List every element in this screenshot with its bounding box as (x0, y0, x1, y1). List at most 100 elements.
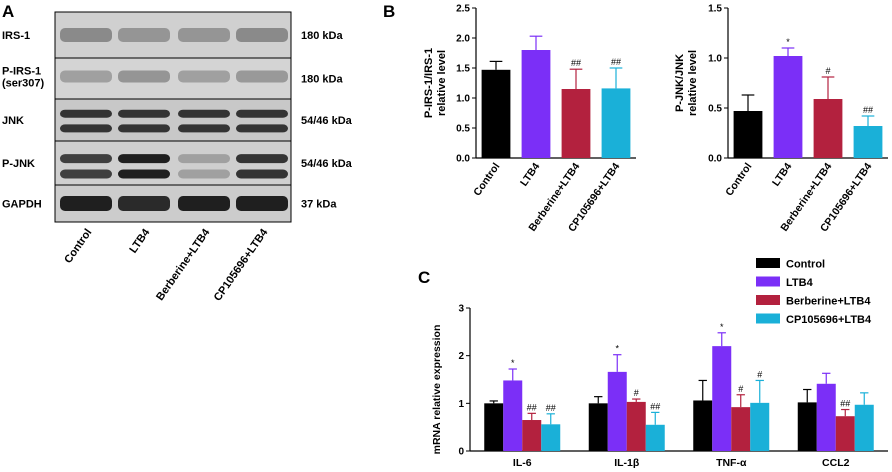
y-tick-label: 1.0 (708, 54, 722, 65)
western-blot: IRS-1 180 kDa P-IRS-1(ser307) 180 kDa JNK 54/… (2, 11, 353, 303)
bar (813, 99, 843, 158)
blot-band (118, 154, 170, 164)
legend-swatch (756, 295, 780, 305)
y-tick-label: 2.0 (456, 34, 470, 45)
blot-band (236, 169, 288, 179)
blot-band (236, 124, 288, 133)
panel-label-b: B (383, 2, 395, 21)
bar (797, 402, 817, 451)
blot-size-label: 180 kDa (301, 30, 343, 42)
blot-band (60, 196, 112, 211)
blot-band (60, 109, 112, 118)
bar (601, 88, 631, 158)
bar (853, 126, 883, 158)
bar (522, 420, 542, 451)
bar (645, 424, 665, 451)
blot-band (178, 28, 230, 42)
significance-mark: * (786, 37, 790, 47)
x-tick-label: IL-1β (614, 457, 640, 469)
blot-row-sublabel: (ser307) (2, 78, 45, 90)
bar (484, 403, 504, 451)
y-axis-label: P-JNK/JNK (674, 54, 686, 112)
bar (835, 416, 855, 451)
panel-label-c: C (418, 268, 430, 287)
y-tick-label: 1 (458, 399, 464, 410)
blot-band (178, 196, 230, 211)
y-tick-label: 0 (458, 447, 464, 458)
bar (773, 56, 803, 158)
blot-band (60, 154, 112, 164)
bar (733, 111, 763, 158)
legend-label: CP105696+LTB4 (786, 314, 872, 326)
y-axis-label-line2: relative level (687, 50, 699, 116)
blot-band (118, 70, 170, 83)
blot-band (118, 124, 170, 133)
bar (607, 371, 627, 451)
chart-p-jnk: 0.00.51.01.5Control*LTB4#Berberine+LTB4#… (674, 4, 888, 234)
significance-mark: ## (611, 57, 621, 67)
bar (481, 69, 511, 158)
blot-row-label: P-IRS-1 (2, 66, 41, 78)
blot-band (236, 70, 288, 83)
legend-swatch (756, 276, 780, 287)
x-tick-label: IL-6 (513, 457, 532, 469)
bar (693, 400, 713, 451)
blot-band (178, 169, 230, 179)
significance-mark: * (511, 358, 515, 368)
blot-band (236, 196, 288, 211)
y-tick-label: 1.0 (456, 94, 470, 105)
bar (750, 402, 770, 451)
blot-band (178, 70, 230, 83)
blot-band (118, 169, 170, 179)
significance-mark: * (615, 344, 619, 354)
blot-row-label: P-JNK (2, 158, 35, 170)
blot-row-label: IRS-1 (2, 30, 30, 42)
blot-strip (54, 98, 292, 142)
legend-label: Berberine+LTB4 (786, 296, 871, 308)
blot-band (118, 109, 170, 118)
x-tick-label: Control (471, 161, 502, 199)
x-tick-label: CCL2 (822, 457, 850, 469)
blot-row-label: JNK (2, 115, 24, 127)
x-tick-label: LTB4 (518, 161, 543, 189)
y-tick-label: 0.0 (456, 154, 470, 165)
bar (521, 50, 551, 158)
blot-band (118, 28, 170, 42)
blot-size-label: 54/46 kDa (301, 158, 353, 170)
blot-band (236, 154, 288, 164)
blot-size-label: 54/46 kDa (301, 115, 353, 127)
blot-band (60, 70, 112, 83)
blot-band (60, 124, 112, 133)
significance-mark: ## (863, 105, 873, 115)
y-axis-label-line2: relative level (436, 50, 448, 116)
panel-label-a: A (2, 2, 14, 21)
blot-band (60, 28, 112, 42)
significance-mark: ## (650, 401, 660, 411)
bar (816, 383, 836, 451)
blot-band (178, 124, 230, 133)
y-tick-label: 0.5 (456, 124, 470, 135)
bar (712, 346, 732, 451)
bar (731, 407, 751, 451)
bar (626, 401, 646, 451)
y-tick-label: 2.5 (456, 4, 470, 15)
x-tick-label: Control (723, 161, 754, 199)
blot-band (178, 154, 230, 164)
y-tick-label: 1.5 (708, 4, 722, 15)
blot-band (60, 169, 112, 179)
significance-mark: # (757, 369, 762, 379)
significance-mark: # (825, 66, 830, 76)
blot-band (178, 109, 230, 118)
blot-band (236, 109, 288, 118)
y-tick-label: 2 (458, 351, 464, 362)
blot-lane-label: LTB4 (127, 226, 153, 255)
significance-mark: ## (840, 399, 850, 409)
legend-swatch (756, 258, 780, 268)
blot-lane-label: Control (62, 227, 94, 266)
significance-mark: # (634, 388, 639, 398)
bar (588, 403, 608, 451)
bar (561, 89, 591, 158)
